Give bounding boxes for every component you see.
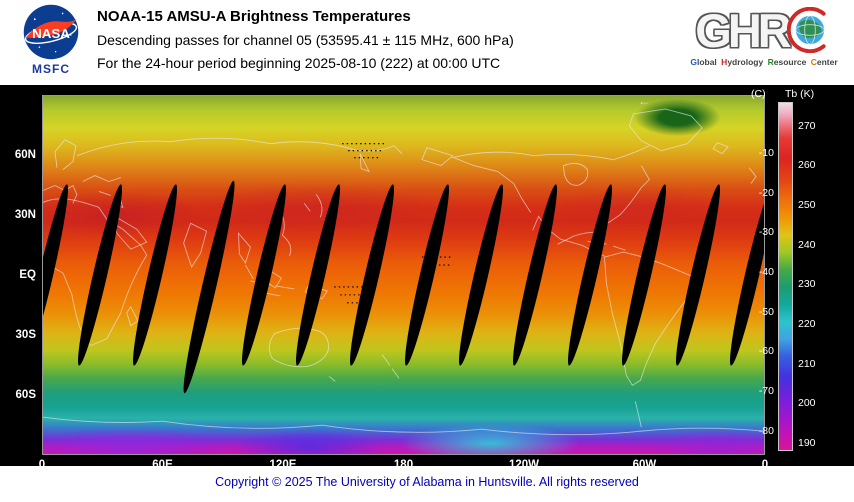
swath-gap xyxy=(561,182,618,368)
swath-gap xyxy=(452,182,509,368)
ghrc-tagline-word: Global xyxy=(690,57,717,67)
colorbar-unit-celsius: (C) xyxy=(751,88,766,100)
colorbar-tick-k: 260 xyxy=(798,159,816,172)
footer: Copyright © 2025 The University of Alaba… xyxy=(0,466,854,502)
lat-label-EQ: EQ xyxy=(19,269,36,281)
lon-label-6: 0 xyxy=(761,459,769,471)
ghrc-logo: GHR Global Hydrology Resource Center xyxy=(678,1,850,68)
map-plot xyxy=(42,95,765,455)
ghrc-logo-row: GHR xyxy=(678,1,850,59)
nasa-logo: NASA MSFC xyxy=(14,3,88,76)
lat-label-30N: 30N xyxy=(14,208,36,221)
colorbar-tick-k: 210 xyxy=(798,357,816,370)
colorbar-tick-k: 230 xyxy=(798,278,816,291)
channel-subtitle: Descending passes for channel 05 (53595.… xyxy=(97,32,514,48)
ghrc-tagline-word: Resource xyxy=(767,57,807,67)
swath-gaps xyxy=(43,96,764,454)
copyright-text: Copyright © 2025 The University of Alaba… xyxy=(215,475,639,489)
colorbar-tick-c: -40 xyxy=(758,265,774,278)
colorbar-tick-c: -70 xyxy=(758,384,774,397)
colorbar-tick-c: -30 xyxy=(758,226,774,239)
swath-gap xyxy=(289,182,346,368)
colorbar-ticks-k: 270 260 250 240 230 220 210 200 190 xyxy=(798,102,838,451)
msfc-label: MSFC xyxy=(32,62,70,76)
colorbar-tick-c: -80 xyxy=(758,424,774,437)
colorbar-ticks-c: -10 -20 -30 -40 -50 -60 -70 -80 xyxy=(745,102,774,451)
colorbar-unit-kelvin: Tb (K) xyxy=(785,88,815,100)
product-header-text: NOAA-15 AMSU-A Brightness Temperatures D… xyxy=(97,8,514,71)
colorbar xyxy=(778,102,793,451)
nasa-meatball-icon: NASA xyxy=(23,4,79,60)
colorbar-tick-c: -60 xyxy=(758,345,774,358)
swath-gap xyxy=(615,182,672,368)
header: NASA MSFC NOAA-15 AMSU-A Brightness Temp… xyxy=(0,0,854,85)
ghrc-tagline-word: Hydrology xyxy=(721,57,764,67)
coastlines-overlay xyxy=(43,108,764,436)
swath-gap xyxy=(126,182,183,368)
ghrc-tagline: Global Hydrology Resource Center xyxy=(678,57,850,67)
swath-gap xyxy=(235,182,292,368)
period-subtitle: For the 24-hour period beginning 2025-08… xyxy=(97,55,501,71)
colorbar-tick-c: -20 xyxy=(758,186,774,199)
nasa-wordmark: NASA xyxy=(32,26,70,41)
lat-axis: 60N 30N EQ 30S 60S xyxy=(0,95,40,455)
swath-gap xyxy=(398,182,455,368)
swath-gap xyxy=(72,182,128,368)
colorbar-tick-k: 270 xyxy=(798,119,816,132)
colorbar-tick-c: -50 xyxy=(758,305,774,318)
colorbar-tick-k: 190 xyxy=(798,437,816,450)
page-title: NOAA-15 AMSU-A Brightness Temperatures xyxy=(97,8,411,25)
lon-label-0: 0 xyxy=(38,459,46,471)
map-section: 60N 30N EQ 30S 60S 0 60E 120E 180 120W 60W 0 (C) T… xyxy=(0,85,854,471)
ghrc-wordmark: GHR xyxy=(695,3,791,57)
swath-gap xyxy=(507,182,564,368)
swath-gap xyxy=(344,182,400,368)
colorbar-tick-k: 250 xyxy=(798,199,816,212)
coastline-paths xyxy=(43,108,764,436)
lat-label-60N: 60N xyxy=(14,149,36,161)
colorbar-tick-k: 200 xyxy=(798,397,816,410)
colorbar-tick-k: 220 xyxy=(798,318,816,331)
swath-gap xyxy=(670,182,727,368)
colorbar-tick-k: 240 xyxy=(798,238,816,251)
lat-label-60S: 60S xyxy=(15,388,36,401)
cursor-arrow-artifact: ← xyxy=(638,94,650,108)
ghrc-globe-icon xyxy=(786,7,826,53)
ghrc-tagline-word: Center xyxy=(810,57,838,67)
colorbar-tick-c: -10 xyxy=(758,146,774,159)
swath-gap xyxy=(177,179,241,396)
swath-gap xyxy=(43,182,74,368)
colorbar-area: (C) Tb (K) -10 -20 -30 -40 -50 -60 -70 -80 270 2… xyxy=(745,85,854,466)
lat-label-30S: 30S xyxy=(15,329,36,341)
